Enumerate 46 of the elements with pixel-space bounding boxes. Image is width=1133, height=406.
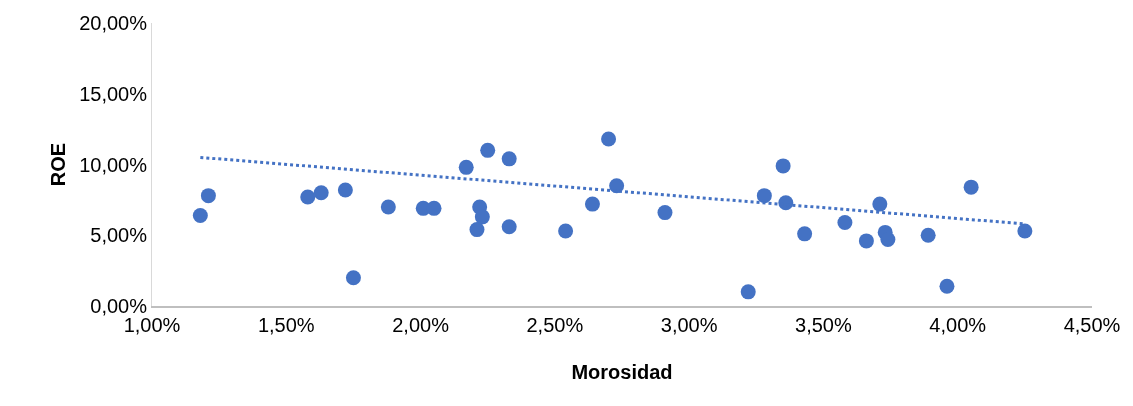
point: [469, 222, 485, 238]
point: [200, 188, 216, 204]
point: [880, 232, 896, 247]
point: [345, 270, 361, 286]
point: [480, 142, 496, 158]
point: [501, 151, 517, 167]
point: [797, 226, 813, 242]
point: [1017, 223, 1033, 239]
point: [380, 199, 396, 215]
y-axis-title: ROE: [46, 142, 69, 187]
point: [426, 200, 442, 216]
x-tick-label: 1,50%: [257, 314, 315, 336]
x-tick-label: 3,50%: [795, 314, 852, 336]
point: [920, 227, 936, 243]
x-tick-label: 3,00%: [660, 314, 718, 336]
point: [337, 182, 353, 198]
point: [963, 179, 979, 195]
point: [858, 233, 874, 249]
y-tick-label: 10,00%: [79, 153, 148, 176]
point: [756, 188, 772, 204]
point: [837, 215, 853, 231]
x-tick-label: 4,50%: [1063, 314, 1121, 336]
point: [313, 185, 329, 201]
x-tick-label: 1,00%: [123, 314, 181, 336]
x-tick-label: 2,00%: [392, 314, 450, 336]
y-tick-label: 0,00%: [90, 295, 148, 317]
x-tick-label: 2,50%: [526, 314, 584, 336]
point: [657, 205, 673, 221]
y-tick-label: 5,00%: [90, 224, 148, 247]
point: [558, 223, 574, 239]
point: [584, 196, 600, 212]
point: [740, 284, 756, 300]
point: [300, 189, 316, 205]
x-tick-label: 4,00%: [929, 314, 987, 336]
point: [192, 207, 208, 223]
point: [501, 219, 517, 235]
point: [872, 196, 888, 212]
x-axis-title: Morosidad: [571, 361, 673, 383]
point: [775, 158, 791, 174]
point: [939, 278, 955, 294]
y-tick-label: 20,00%: [79, 12, 148, 34]
point: [474, 209, 490, 225]
point: [609, 178, 625, 194]
point: [601, 131, 617, 147]
y-tick-label: 15,00%: [79, 82, 148, 105]
point: [458, 159, 474, 175]
